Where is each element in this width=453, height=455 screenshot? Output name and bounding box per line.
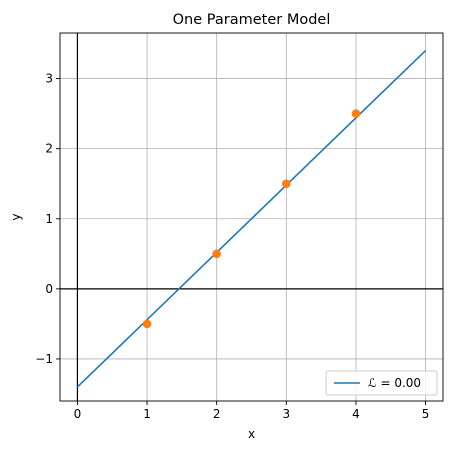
chart-title: One Parameter Model [173,12,331,28]
legend-box [325,370,438,396]
data-point-2 [282,179,291,189]
y-tick-label-2: 1 [45,212,53,226]
x-tick-label-4: 4 [352,407,360,421]
legend: ℒ = 0.00 [325,370,438,396]
y-tick-label-4: 3 [45,72,53,86]
x-tick-label-0: 0 [74,407,82,421]
y-tick-label-3: 2 [45,142,53,156]
x-tick-label-3: 3 [282,407,290,421]
y-tick-label-1: 0 [45,282,53,296]
data-point-1 [212,249,221,259]
axes-frame [59,32,444,402]
legend-label: ℒ = 0.00 [368,376,421,390]
series-line-0 [76,49,427,388]
y-tick-label-0: −1 [35,352,53,366]
x-tick-label-1: 1 [143,407,151,421]
x-axis-label: x [248,427,255,441]
x-tick-label-2: 2 [213,407,221,421]
x-tick-label-5: 5 [422,407,430,421]
data-point-3 [351,109,361,118]
data-point-0 [142,319,152,329]
y-axis-label: y [9,213,23,220]
plot-area: 0 1 2 3 4 5 −1 0 1 2 3 [35,32,444,421]
